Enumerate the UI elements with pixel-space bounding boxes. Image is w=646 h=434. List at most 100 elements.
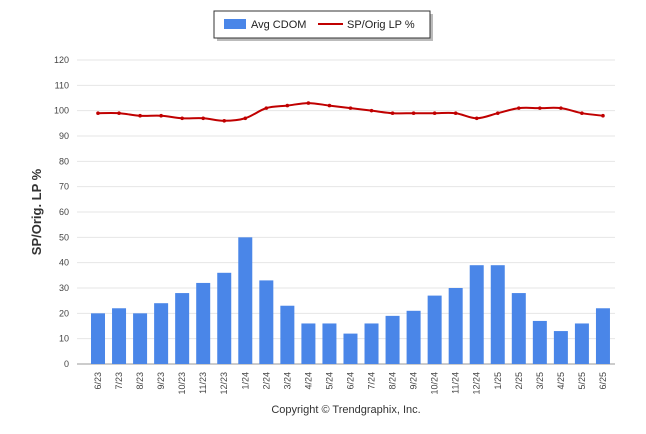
x-tick-label: 8/24 [388,372,398,390]
y-tick-label: 60 [59,207,69,217]
x-tick-label: 9/24 [409,372,419,390]
line-point [601,113,605,118]
x-tick-label: 2/24 [261,372,271,390]
x-tick-labels: 6/23 7/23 8/23 9/23 10/23 11/23 12/23 1/24 2/24 3… [93,372,608,395]
legend-label-series-1: Avg CDOM [251,19,306,31]
line-series [96,101,605,123]
x-tick-label: 3/25 [535,372,545,390]
bar [175,293,190,364]
line-point [390,111,395,115]
bar [322,323,337,364]
y-tick-label: 0 [64,359,69,369]
bar [385,315,400,364]
bar [301,323,316,364]
x-tick-label: 6/25 [598,372,608,390]
line-point [559,106,563,110]
legend-swatch-bar [224,19,246,29]
x-tick-label: 12/24 [472,372,482,395]
line-point [453,111,458,115]
bar [217,272,232,364]
line-point [222,119,227,123]
bar [595,308,610,364]
line-point [138,113,142,118]
line-point [411,111,416,115]
y-tick-label: 80 [59,156,69,166]
line-path [97,102,604,122]
line-point [517,106,521,110]
x-tick-label: 4/24 [303,372,313,390]
y-tick-label: 90 [59,131,69,141]
bar [511,293,526,364]
bar [406,310,421,364]
x-tick-label: 1/25 [493,372,503,390]
x-tick-label: 2/25 [514,372,524,390]
y-tick-label: 10 [59,334,69,344]
x-tick-label: 5/25 [577,372,587,390]
line-point [96,111,100,115]
x-tick-label: 9/23 [156,372,166,390]
line-point [285,103,290,108]
y-tick-label: 100 [54,106,69,116]
y-tick-label: 120 [54,55,69,65]
line-point [474,116,479,121]
line-point [180,116,184,121]
y-tick-label: 110 [55,80,69,90]
line-point [306,101,311,105]
credit-text: Copyright © Trendgraphix, Inc. [271,404,420,416]
bar [574,323,589,364]
x-tick-label: 10/24 [430,372,440,395]
x-tick-label: 8/23 [135,372,145,390]
bar [133,313,148,364]
line-point [348,106,353,110]
x-tick-label: 12/23 [219,372,229,395]
x-tick-label: 6/24 [345,372,355,390]
y-tick-label: 30 [59,283,69,293]
x-tick-label: 3/24 [282,372,292,390]
bar [469,265,484,364]
bar [364,323,379,364]
x-tick-label: 1/24 [240,372,250,390]
bar [154,303,169,364]
line-point [369,108,374,113]
bar [343,333,358,364]
bar [448,288,463,364]
line-point [538,106,542,110]
bar [259,280,274,364]
x-tick-label: 11/24 [451,372,461,394]
bar [196,282,211,364]
legend: Avg CDOM SP/Orig LP % [213,10,433,41]
line-point [580,111,584,115]
x-tick-label: 4/25 [556,372,566,390]
line-point [495,111,500,115]
x-tick-label: 7/24 [367,372,377,390]
x-tick-label: 10/23 [177,372,187,395]
x-tick-label: 11/23 [198,372,208,394]
x-tick-label: 7/23 [114,372,124,390]
line-point [159,113,163,118]
y-axis-title: SP/Orig. LP % [29,168,44,255]
bar [490,265,505,364]
bar [238,237,253,364]
y-tick-label: 50 [59,232,69,242]
line-point [432,111,437,115]
bar [280,305,295,364]
line-point [117,111,121,115]
line-point [243,116,248,121]
y-tick-label: 20 [59,308,69,318]
x-tick-label: 5/24 [324,372,334,390]
y-tick-label: 40 [59,258,69,268]
line-point [264,106,269,110]
x-tick-label: 6/23 [93,372,103,390]
bar-series [91,237,610,364]
bar [532,320,547,364]
bar [112,308,127,364]
legend-label-series-2: SP/Orig LP % [347,19,415,31]
y-tick-labels: 0 10 20 30 40 50 60 70 80 90 100 110 120 [54,55,69,369]
bar [553,331,568,364]
bar [427,295,442,364]
bar [91,313,105,364]
line-point [327,103,332,108]
y-tick-label: 70 [59,182,69,192]
line-point [201,116,205,121]
